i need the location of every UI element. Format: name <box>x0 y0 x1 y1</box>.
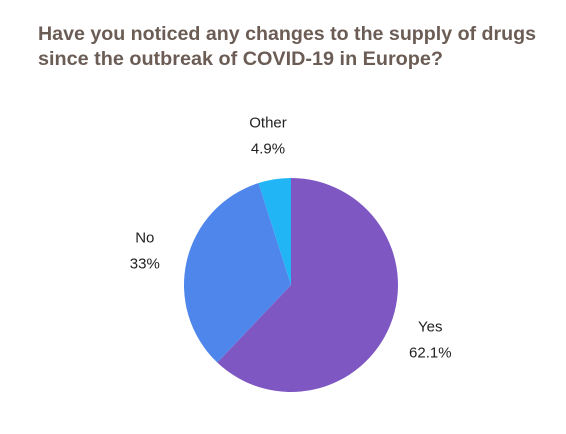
pie-slice <box>184 183 291 363</box>
slice-value-label: 62.1% <box>409 345 452 362</box>
slice-value-label: 4.9% <box>251 141 285 158</box>
slice-label: Other <box>249 115 287 132</box>
pie-slice <box>258 178 291 285</box>
slice-label: Yes <box>418 319 442 336</box>
pie-slice <box>217 178 398 393</box>
chart-title: since the outbreak of COVID-19 in Europe… <box>38 49 443 70</box>
slice-value-label: 33% <box>130 255 160 272</box>
slice-label: No <box>135 229 154 246</box>
chart-title: Have you noticed any changes to the supp… <box>38 24 536 45</box>
